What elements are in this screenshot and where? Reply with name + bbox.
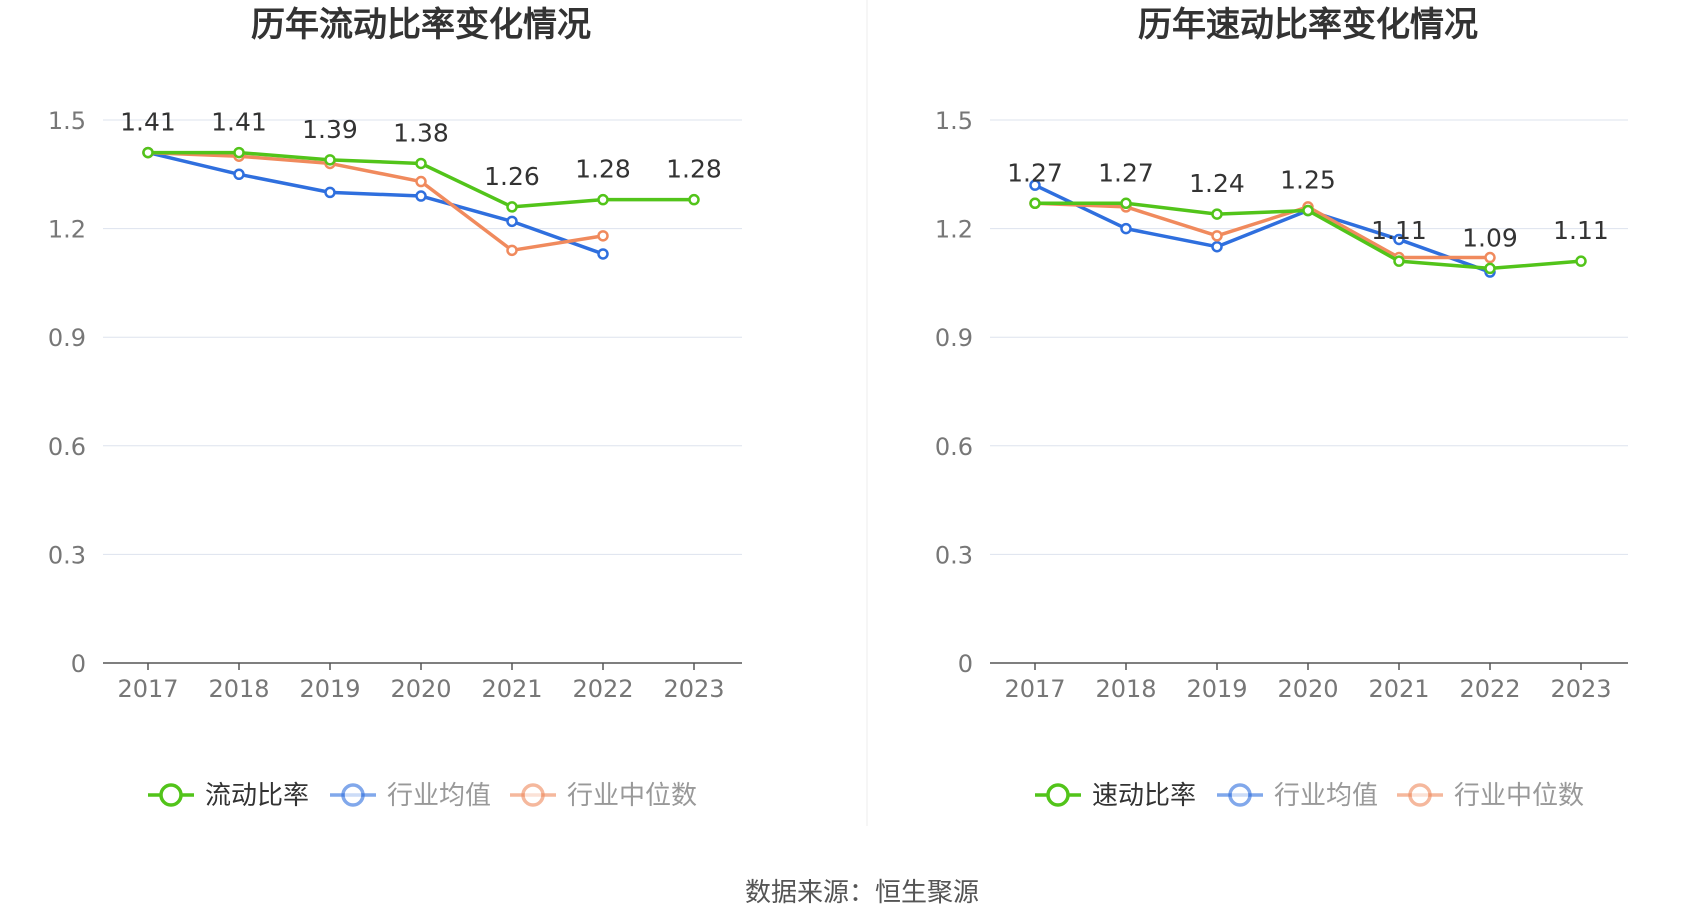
series-line — [147, 150, 604, 256]
y-tick-label: 0.6 — [48, 433, 86, 461]
data-point — [1575, 255, 1587, 267]
x-tick-label: 2018 — [208, 675, 269, 703]
data-point — [233, 146, 245, 159]
data-label: 1.28 — [666, 155, 722, 184]
data-label: 1.11 — [1553, 216, 1609, 245]
data-label: 1.25 — [1280, 166, 1336, 195]
y-tick-label: 0.9 — [48, 324, 86, 352]
data-point — [597, 193, 609, 206]
series-line — [1034, 201, 1490, 260]
x-tick-label: 2017 — [1004, 675, 1065, 703]
data-point — [1211, 230, 1223, 242]
legend-label: 行业中位数 — [1454, 781, 1584, 811]
x-tick-label: 2019 — [1186, 675, 1247, 703]
legend-label: 行业均值 — [387, 781, 491, 811]
current-ratio-chart: 历年流动比率变化情况 0 0.3 0.6 0.9 1.2 1.5 2017 2018 2019 20… — [48, 5, 742, 811]
data-point — [506, 201, 518, 213]
x-tick-label: 2021 — [481, 675, 542, 703]
data-point — [1302, 204, 1314, 217]
x-tick-label: 2021 — [1368, 675, 1429, 703]
x-tick-label: 2023 — [1550, 675, 1611, 703]
data-point — [415, 175, 427, 188]
legend-swatch-marker — [1046, 783, 1070, 807]
data-point — [324, 154, 336, 166]
x-tick-label: 2023 — [663, 675, 724, 703]
data-label: 1.28 — [575, 155, 631, 184]
data-point — [324, 186, 336, 199]
x-tick-label: 2018 — [1095, 675, 1156, 703]
x-tick-label: 2020 — [1277, 675, 1338, 703]
y-tick-label: 0.3 — [48, 541, 86, 569]
data-label: 1.27 — [1098, 158, 1154, 187]
data-point — [233, 168, 245, 181]
data-point — [1120, 222, 1132, 235]
x-tick-label: 2020 — [390, 675, 451, 703]
data-source: 数据来源：恒生聚源 — [745, 878, 979, 908]
legend-swatch-marker — [1408, 783, 1432, 807]
data-point — [415, 157, 427, 170]
data-point — [1211, 240, 1223, 253]
y-tick-label: 0.6 — [935, 433, 973, 461]
legend-label: 行业中位数 — [567, 781, 697, 811]
data-point — [142, 146, 154, 159]
data-label: 1.41 — [120, 108, 176, 137]
data-point — [1120, 197, 1132, 210]
y-tick-label: 0 — [958, 650, 973, 678]
x-tick-label: 2022 — [1459, 675, 1520, 703]
data-label: 1.39 — [302, 115, 358, 144]
data-label: 1.24 — [1189, 169, 1245, 198]
legend-swatch-marker — [159, 783, 183, 807]
data-point — [506, 244, 518, 257]
data-label: 1.38 — [393, 118, 449, 147]
legend-swatch-marker — [341, 783, 365, 807]
legend-label: 流动比率 — [205, 781, 309, 811]
series-line — [1034, 183, 1491, 274]
y-tick-label: 1.5 — [48, 107, 86, 135]
data-point — [1484, 251, 1496, 264]
data-point — [1029, 179, 1041, 191]
data-point — [415, 190, 427, 202]
data-point — [1029, 197, 1041, 210]
y-tick-label: 0 — [71, 650, 86, 678]
data-point — [1484, 262, 1496, 275]
y-tick-label: 1.5 — [935, 107, 973, 135]
y-tick-label: 1.2 — [48, 216, 86, 244]
data-point — [506, 215, 518, 228]
series-line — [147, 150, 604, 253]
chart-title: 历年速动比率变化情况 — [1138, 5, 1478, 45]
data-label: 1.27 — [1007, 158, 1063, 187]
x-tick-label: 2022 — [572, 675, 633, 703]
data-point — [597, 230, 609, 242]
data-label: 1.41 — [211, 108, 267, 137]
legend-swatch-marker — [1228, 783, 1252, 807]
x-tick-label: 2019 — [299, 675, 360, 703]
data-point — [597, 248, 609, 260]
y-tick-label: 0.9 — [935, 324, 973, 352]
data-point — [688, 193, 700, 206]
data-point — [1211, 208, 1223, 220]
data-label: 1.09 — [1462, 223, 1518, 252]
data-label: 1.26 — [484, 162, 540, 191]
y-tick-label: 0.3 — [935, 541, 973, 569]
quick-ratio-chart: 历年速动比率变化情况 0 0.3 0.6 0.9 1.2 1.5 2017 2018 2019 20… — [935, 5, 1628, 811]
chart-title: 历年流动比率变化情况 — [251, 5, 591, 45]
y-tick-label: 1.2 — [935, 216, 973, 244]
data-label: 1.11 — [1371, 216, 1427, 245]
legend-label: 行业均值 — [1274, 781, 1378, 811]
data-point — [1393, 255, 1405, 267]
data-point — [1393, 233, 1405, 246]
x-tick-label: 2017 — [117, 675, 178, 703]
legend-label: 速动比率 — [1092, 781, 1196, 811]
legend-swatch-marker — [521, 783, 545, 807]
